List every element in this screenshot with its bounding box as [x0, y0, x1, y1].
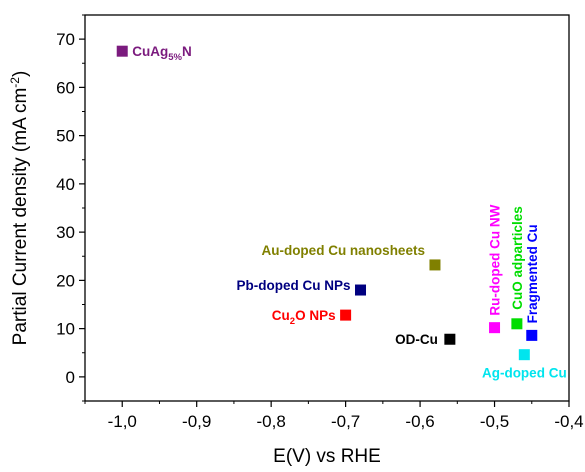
y-tick-label: 30 — [56, 223, 75, 242]
y-tick-label: 50 — [56, 127, 75, 146]
y-tick-label: 70 — [56, 30, 75, 49]
data-point — [444, 333, 456, 345]
point-label: Ru-doped Cu NW — [488, 204, 503, 315]
x-tick-label: -0,8 — [257, 412, 286, 431]
point-label: CuO adparticles — [510, 206, 525, 310]
point-label: Ag-doped Cu — [482, 366, 567, 381]
y-axis-title: Partial Current density (mA cm-2) — [8, 71, 31, 346]
x-tick-label: -1,0 — [108, 412, 137, 431]
point-label: OD-Cu — [395, 332, 438, 347]
x-tick-label: -0,4 — [554, 412, 583, 431]
data-point — [526, 329, 538, 341]
data-point — [340, 309, 352, 321]
y-tick-label: 60 — [56, 78, 75, 97]
x-tick-label: -0,7 — [331, 412, 360, 431]
y-tick-label: 40 — [56, 175, 75, 194]
data-points — [116, 45, 538, 361]
x-axis-title: E(V) vs RHE — [273, 446, 381, 467]
x-tick-label: -0,6 — [405, 412, 434, 431]
y-axis: 0 10 20 30 40 50 60 70 — [56, 14, 85, 402]
y-tick-label: 10 — [56, 320, 75, 339]
data-point — [355, 284, 367, 296]
y-tick-label: 20 — [56, 271, 75, 290]
x-tick-label: -0,9 — [182, 412, 211, 431]
x-tick-label: -0,5 — [480, 412, 509, 431]
data-point — [511, 318, 523, 330]
y-tick-label: 0 — [66, 368, 75, 387]
point-label: Au-doped Cu nanosheets — [261, 243, 425, 258]
data-point — [518, 349, 530, 361]
x-axis: -1,0 -0,9 -0,8 -0,7 -0,6 -0,5 -0,4 — [84, 401, 584, 431]
point-label: Fragmented Cu — [525, 224, 540, 323]
point-label: Pb-doped Cu NPs — [237, 278, 351, 293]
data-point — [489, 322, 501, 334]
point-label: Cu2O NPs — [272, 308, 336, 327]
point-label: CuAg5%N — [132, 44, 191, 63]
data-point — [429, 259, 441, 271]
point-labels: CuAg5%N Au-doped Cu nanosheets Pb-doped Cu… — [132, 44, 566, 380]
data-point — [116, 45, 128, 57]
